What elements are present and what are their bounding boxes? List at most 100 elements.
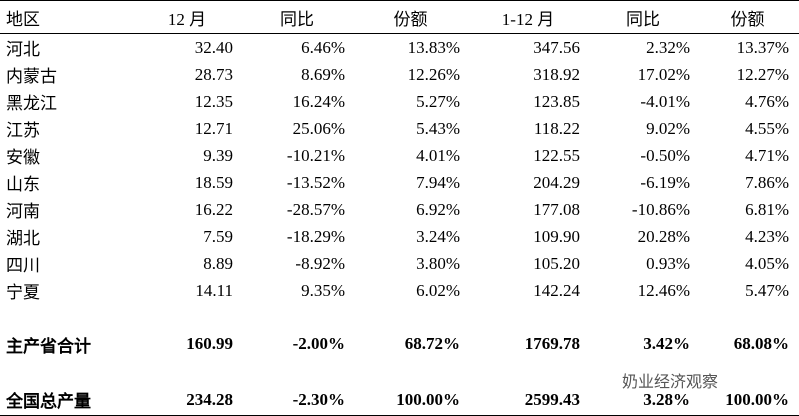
table-cell: -6.19% [640, 172, 690, 192]
table-cell: 黑龙江 [6, 94, 57, 113]
table-cell: 16.24% [292, 91, 345, 111]
table-cell: 123.85 [533, 91, 580, 111]
table-cell [243, 358, 355, 384]
table-cell: 4.23% [745, 226, 789, 246]
table-cell: 山东 [6, 175, 40, 194]
table-cell: 主产省合计 [6, 336, 91, 356]
table-cell [470, 358, 590, 384]
table-cell: 122.55 [533, 145, 580, 165]
table-cell: 16.22 [194, 199, 233, 219]
table-row: 河南 16.22 -28.57% 6.92% 177.08 -10.86% 6.81% [0, 196, 799, 223]
table-cell: 105.20 [533, 253, 580, 273]
table-cell: 全国总产量 [0, 384, 135, 416]
table-cell: 7.94% [416, 172, 460, 192]
table-row: 内蒙古 28.73 8.69% 12.26% 318.92 17.02% 12.27% [0, 61, 799, 88]
table-cell: 8.89 [203, 253, 233, 273]
table-cell: 25.06% [292, 118, 345, 138]
table-cell [470, 304, 590, 330]
table-cell: 20.28% [637, 226, 690, 246]
table-cell: -4.01% [640, 91, 690, 111]
table-cell: 160.99 [186, 334, 233, 353]
table-row: 河北 32.40 6.46% 13.83% 347.56 2.32% 13.37% [0, 34, 799, 62]
table-cell: 9.35% [301, 280, 345, 300]
table-cell: 6.81% [745, 199, 789, 219]
table-cell: 28.73 [194, 64, 233, 84]
table-cell: 3.42% [643, 334, 690, 353]
table-cell: -8.92% [295, 253, 345, 273]
table-cell: 13.37% [736, 37, 789, 57]
table-cell: 109.90 [533, 226, 580, 246]
table-cell: 份额 [355, 0, 470, 34]
table-cell: 12.71 [194, 118, 233, 138]
table-cell: 6.46% [301, 37, 345, 57]
table-cell [0, 304, 135, 330]
table-cell [135, 358, 243, 384]
table-cell: 14.11 [195, 280, 233, 300]
table-cell: 12.27% [736, 64, 789, 84]
table-cell: 5.43% [416, 118, 460, 138]
table-cell: 8.69% [301, 64, 345, 84]
table-row: 黑龙江 12.35 16.24% 5.27% 123.85 -4.01% 4.76% [0, 88, 799, 115]
table-cell: 1769.78 [524, 334, 580, 353]
table-cell: 份额 [700, 0, 799, 34]
table-cell: 234.28 [135, 384, 243, 416]
table-cell [243, 304, 355, 330]
table-row: 江苏 12.71 25.06% 5.43% 118.22 9.02% 4.55% [0, 115, 799, 142]
table-cell: 同比 [243, 0, 355, 34]
table-cell: 6.92% [416, 199, 460, 219]
table-cell: -2.00% [292, 334, 345, 353]
table-cell: 0.93% [646, 253, 690, 273]
table-cell: -28.57% [286, 199, 345, 219]
table-cell: 32.40 [194, 37, 233, 57]
table-cell: 地区 [0, 0, 135, 34]
table-row: 主产省合计 160.99 -2.00% 68.72% 1769.78 3.42% 68.08… [0, 330, 799, 358]
table-cell: 4.01% [416, 145, 460, 165]
table-cell: 1-12 月 [470, 0, 590, 34]
table-cell: 12.26% [407, 64, 460, 84]
table-cell: 4.71% [745, 145, 789, 165]
table-cell: 204.29 [533, 172, 580, 192]
table-cell: 9.39 [203, 145, 233, 165]
table-cell: -10.21% [286, 145, 345, 165]
table-cell: 177.08 [533, 199, 580, 219]
table-cell [355, 358, 470, 384]
table-cell: 河北 [6, 40, 40, 59]
table-cell [0, 358, 135, 384]
table-row [0, 304, 799, 330]
table-cell: 安徽 [6, 148, 40, 167]
table-cell: 同比 [590, 0, 700, 34]
table-cell: 7.59 [203, 226, 233, 246]
table-cell: 12 月 [135, 0, 243, 34]
table-cell: 四川 [6, 256, 40, 275]
table-cell: 118.22 [533, 118, 580, 138]
table-cell [135, 304, 243, 330]
table-cell: 6.02% [416, 280, 460, 300]
table-cell: 142.24 [533, 280, 580, 300]
table-cell: 3.80% [416, 253, 460, 273]
table-cell: 68.08% [733, 334, 789, 353]
table-cell: -18.29% [286, 226, 345, 246]
table-cell: 13.83% [407, 37, 460, 57]
table-row: 宁夏 14.11 9.35% 6.02% 142.24 12.46% 5.47% [0, 277, 799, 304]
table-row: 安徽 9.39 -10.21% 4.01% 122.55 -0.50% 4.71% [0, 142, 799, 169]
table-cell: 湖北 [6, 229, 40, 248]
table-cell [700, 304, 799, 330]
table-cell: 9.02% [646, 118, 690, 138]
table-cell: 内蒙古 [6, 67, 57, 86]
table-cell: -13.52% [286, 172, 345, 192]
table-cell: 100.00% [355, 384, 470, 416]
table-cell: 2599.43 [470, 384, 590, 416]
table-row: 山东 18.59 -13.52% 7.94% 204.29 -6.19% 7.86% [0, 169, 799, 196]
table-cell: 宁夏 [6, 283, 40, 302]
table-cell: 7.86% [745, 172, 789, 192]
table-cell: 江苏 [6, 121, 40, 140]
table-cell: 12.35 [194, 91, 233, 111]
table-cell: 318.92 [533, 64, 580, 84]
table-cell [590, 304, 700, 330]
table-row: 湖北 7.59 -18.29% 3.24% 109.90 20.28% 4.23% [0, 223, 799, 250]
table-cell [355, 304, 470, 330]
table-cell: -0.50% [640, 145, 690, 165]
table-cell: 4.05% [745, 253, 789, 273]
